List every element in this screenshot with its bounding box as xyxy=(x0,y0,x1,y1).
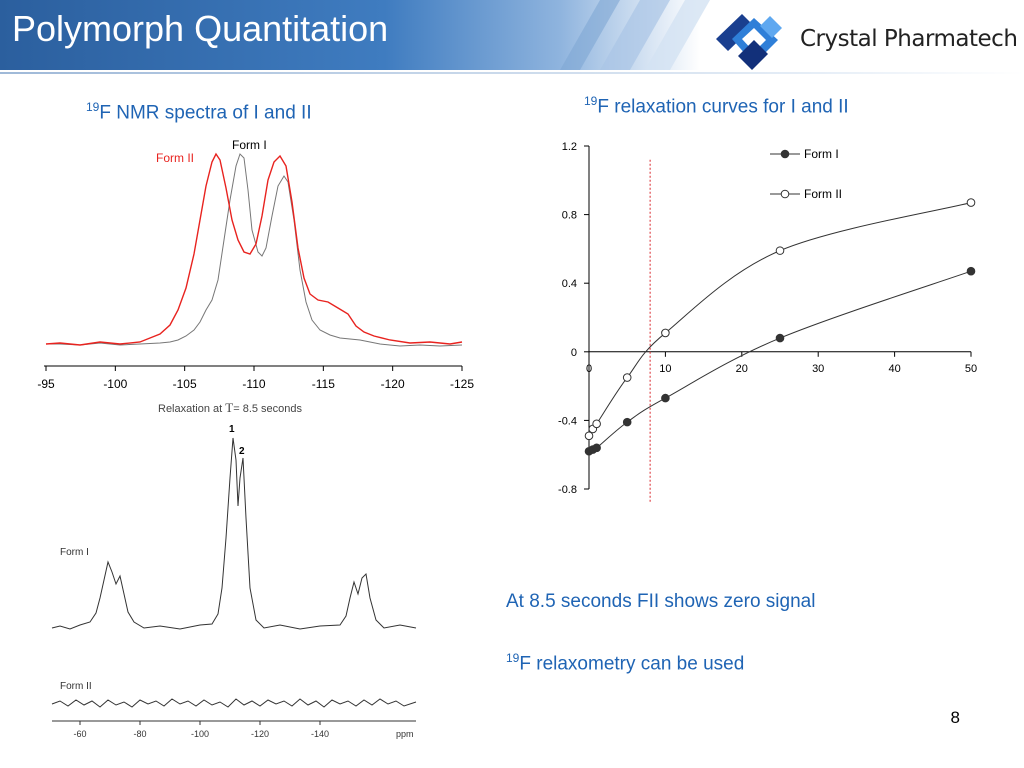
relaxation-x-tick-label: -120 xyxy=(251,729,269,739)
page-number: 8 xyxy=(950,708,960,727)
relaxation-spectrum: Relaxation at T= 8.5 seconds 1 2 Form I … xyxy=(51,400,417,739)
chart-x-tick-label: 40 xyxy=(888,363,900,375)
form-i-trace-label: Form I xyxy=(60,547,89,558)
peak-1-label: 1 xyxy=(229,424,235,435)
form-i-series-line xyxy=(588,270,972,452)
form-ii-spectrum-trace xyxy=(45,152,463,346)
heading-text: F relaxation curves for I and II xyxy=(597,96,849,118)
form-ii-series-line xyxy=(588,202,972,437)
chart-y-tick-label: 0.8 xyxy=(562,210,577,222)
heading-text: F NMR spectra of I and II xyxy=(99,102,312,124)
form-ii-legend-marker xyxy=(780,189,790,199)
peak-2-label: 2 xyxy=(239,446,245,457)
form-i-legend-marker xyxy=(780,149,790,159)
chart-y-tick-label: 1.2 xyxy=(562,141,577,153)
chart-y-tick-label: -0.8 xyxy=(558,484,577,496)
form-ii-relaxation-trace xyxy=(51,698,417,708)
relaxation-x-tick-label: -80 xyxy=(133,729,146,739)
spectra-x-tick-label: -115 xyxy=(312,377,335,391)
title-banner: Polymorph Quantitation xyxy=(0,0,710,70)
spectra-x-tick-label: -95 xyxy=(37,377,55,391)
isotope-mass: 19 xyxy=(506,651,520,665)
form-i-data-point xyxy=(661,393,670,403)
isotope-mass: 19 xyxy=(86,100,100,114)
relaxation-caption: Relaxation at T= 8.5 seconds xyxy=(158,400,303,415)
ppm-unit-label: ppm xyxy=(396,729,414,739)
header-divider xyxy=(0,72,1024,74)
spectra-x-tick-label: -120 xyxy=(381,377,405,391)
form-ii-trace-label: Form II xyxy=(60,681,92,692)
chart-y-tick-label: 0.4 xyxy=(562,278,577,290)
isotope-mass: 19 xyxy=(584,94,598,108)
chart-y-tick-label: 0 xyxy=(571,347,577,359)
relaxation-curves-chart: 1.2 0.8 0.4 0 -0.4 -0.8 0 10 20 30 40 50 Form I Form… xyxy=(558,141,977,503)
form-i-spectrum-trace xyxy=(46,153,463,347)
form-ii-data-point xyxy=(622,373,632,382)
form-i-relaxation-trace xyxy=(51,437,417,630)
chart-x-tick-label: 0 xyxy=(586,363,592,375)
page-title: Polymorph Quantitation xyxy=(12,8,389,49)
form-i-data-point xyxy=(592,443,601,453)
form-i-legend-label: Form I xyxy=(804,147,839,161)
chart-x-tick-label: 20 xyxy=(736,363,748,375)
spectra-x-tick-label: -125 xyxy=(450,377,474,391)
form-ii-data-point xyxy=(584,431,594,441)
nmr-spectra-heading: 19F NMR spectra of I and II xyxy=(86,100,312,124)
chart-x-tick-label: 10 xyxy=(659,363,671,375)
form-ii-data-point xyxy=(775,246,785,255)
chart-x-tick-label: 50 xyxy=(965,363,977,375)
form-ii-legend-label: Form II xyxy=(804,187,842,201)
form-ii-spectrum-label: Form II xyxy=(156,151,194,165)
relaxation-x-tick-label: -140 xyxy=(311,729,329,739)
brand-name: Crystal Pharmatech xyxy=(800,26,1018,52)
form-i-data-point xyxy=(622,417,632,427)
relaxation-x-tick-label: -60 xyxy=(73,729,86,739)
relaxation-heading: 19F relaxation curves for I and II xyxy=(584,94,849,118)
spectra-x-tick-label: -110 xyxy=(242,377,265,391)
zero-signal-note: At 8.5 seconds FII shows zero signal xyxy=(506,591,816,612)
relaxometry-note: 19F relaxometry can be used xyxy=(506,651,744,675)
spectra-x-tick-label: -105 xyxy=(173,377,197,391)
chart-y-tick-label: -0.4 xyxy=(558,415,577,427)
form-i-data-point xyxy=(966,266,976,276)
banner-stripes xyxy=(560,0,710,70)
form-ii-data-point xyxy=(661,328,670,338)
spectra-x-tick-label: -100 xyxy=(103,377,127,391)
note-text: F relaxometry can be used xyxy=(519,653,745,675)
form-ii-data-point xyxy=(592,419,601,429)
form-i-spectrum-label: Form I xyxy=(232,138,267,152)
form-i-data-point xyxy=(775,333,785,343)
form-ii-data-point xyxy=(966,198,976,207)
nmr-overlay-spectra: Form I Form II -95 -100 -105 -110 -115 -120 -1… xyxy=(37,138,474,391)
crystal-logo-icon xyxy=(716,14,782,70)
chart-x-tick-label: 30 xyxy=(812,363,824,375)
relaxation-x-tick-label: -100 xyxy=(191,729,209,739)
